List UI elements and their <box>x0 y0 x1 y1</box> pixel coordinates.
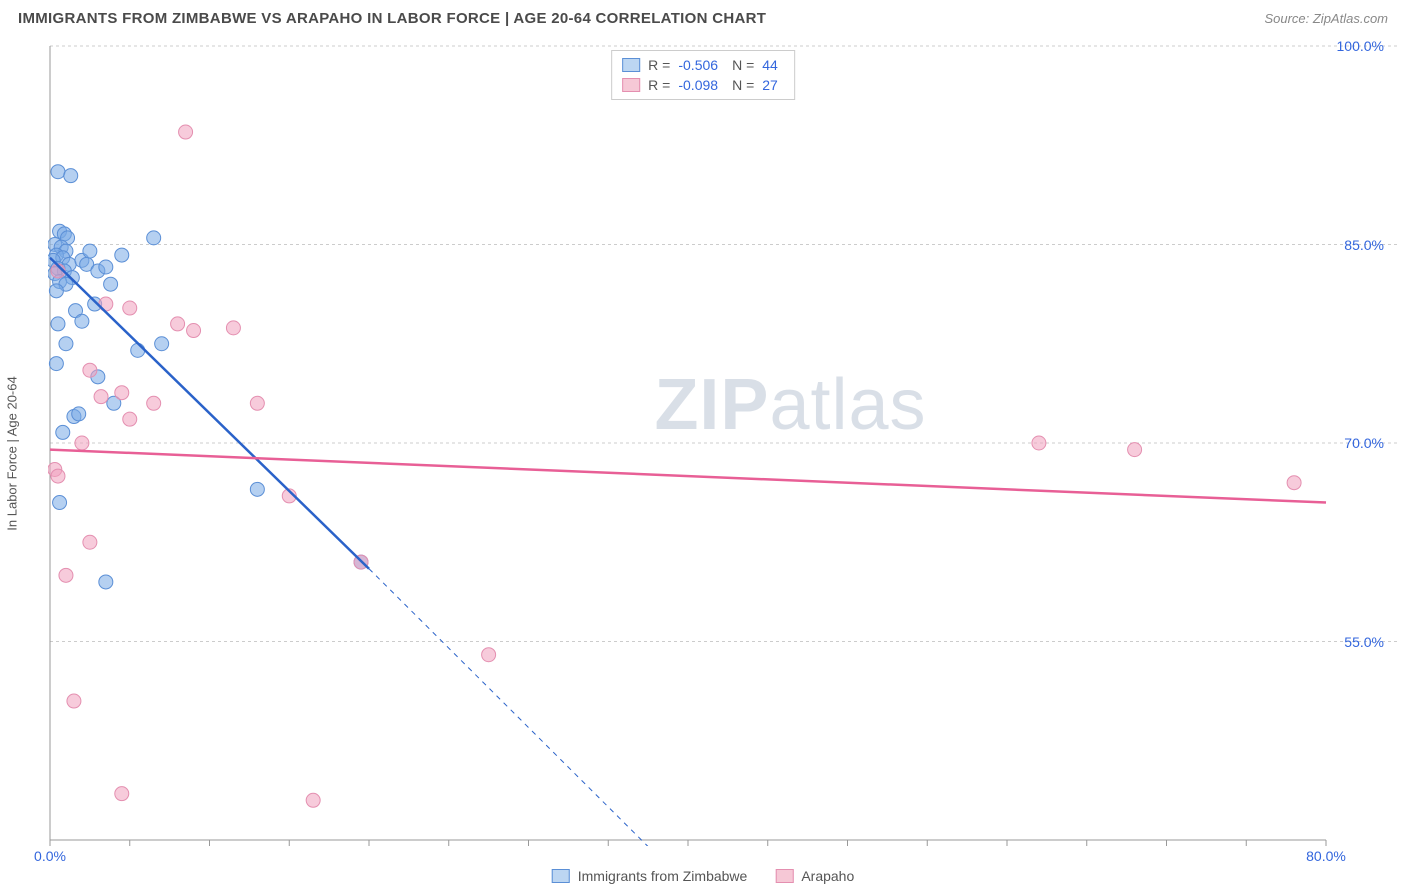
y-tick-label: 100.0% <box>1337 38 1384 54</box>
r-value: -0.098 <box>678 77 718 93</box>
source-attribution: Source: ZipAtlas.com <box>1264 11 1388 26</box>
y-axis-label: In Labor Force | Age 20-64 <box>5 376 20 530</box>
legend-swatch <box>622 78 640 92</box>
series-legend-item: Immigrants from Zimbabwe <box>552 868 748 884</box>
x-tick-label: 0.0% <box>34 848 66 864</box>
n-value: 44 <box>762 57 778 73</box>
legend-swatch <box>775 869 793 883</box>
chart-title: IMMIGRANTS FROM ZIMBABWE VS ARAPAHO IN L… <box>18 10 766 27</box>
correlation-legend: R = -0.506 N = 44 R = -0.098 N = 27 <box>611 50 795 100</box>
n-label: N = <box>732 77 754 93</box>
r-value: -0.506 <box>678 57 718 73</box>
series-legend: Immigrants from Zimbabwe Arapaho <box>552 868 855 884</box>
r-label: R = <box>648 57 670 73</box>
n-value: 27 <box>762 77 778 93</box>
scatter-plot-svg <box>48 44 1398 846</box>
n-label: N = <box>732 57 754 73</box>
series-legend-item: Arapaho <box>775 868 854 884</box>
legend-swatch <box>622 58 640 72</box>
y-tick-label: 85.0% <box>1344 237 1384 253</box>
r-label: R = <box>648 77 670 93</box>
series-label: Immigrants from Zimbabwe <box>578 868 748 884</box>
series-label: Arapaho <box>801 868 854 884</box>
legend-row: R = -0.506 N = 44 <box>622 55 784 75</box>
y-tick-label: 55.0% <box>1344 634 1384 650</box>
legend-swatch <box>552 869 570 883</box>
y-tick-label: 70.0% <box>1344 435 1384 451</box>
x-tick-label: 80.0% <box>1306 848 1346 864</box>
chart-area: ZIPatlas 55.0%70.0%85.0%100.0% 0.0%80.0% <box>48 44 1398 846</box>
legend-row: R = -0.098 N = 27 <box>622 75 784 95</box>
